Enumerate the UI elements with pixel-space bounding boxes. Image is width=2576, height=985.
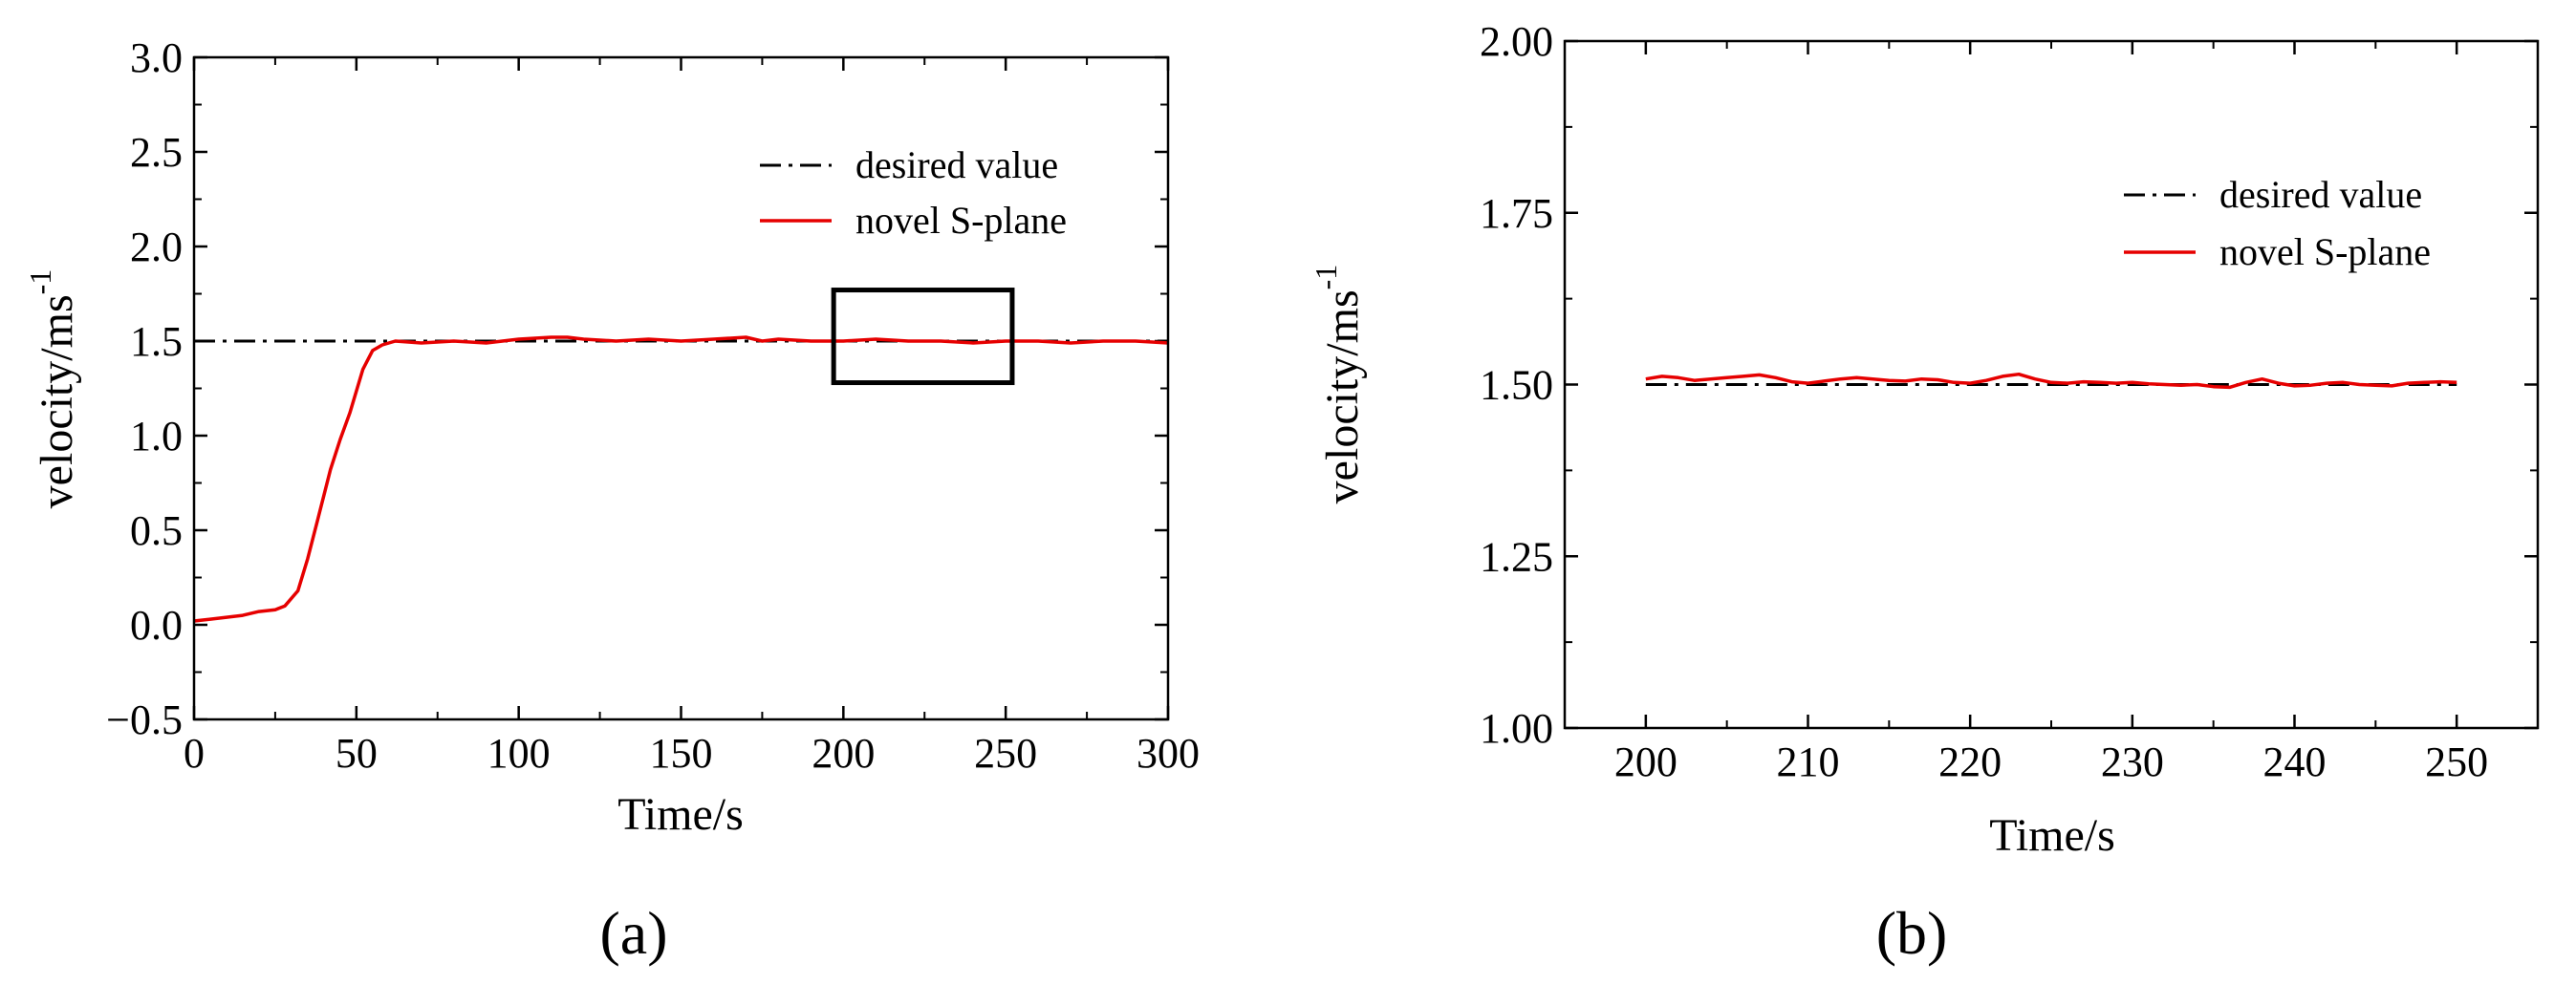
chart-a-x-tick-label: 100 [487, 730, 551, 777]
chart-b-legend: desired value novel S-plane [2124, 173, 2431, 273]
chart-a-y-tick-label: 1.5 [130, 318, 183, 365]
chart-a-x-tick-label: 0 [184, 730, 205, 777]
chart-a-y-tick-label: −0.5 [106, 696, 183, 743]
chart-a-ticks: 0 50 100 150 200 250 300 −0.5 0.0 0.5 1.0 1.5 2.0 2.5… [106, 34, 1200, 777]
chart-panel-a: 0 50 100 150 200 250 300 −0.5 0.0 0.5 1.0 1.5 2.0 2.5… [23, 34, 1200, 967]
chart-a-x-tick-label: 50 [336, 730, 378, 777]
chart-a-legend: desired value novel S-plane [760, 143, 1067, 242]
chart-b-panel-label: (b) [1876, 899, 1948, 967]
chart-b-x-tick-label: 250 [2425, 739, 2488, 785]
chart-b-y-axis-title: velocity/ms-1 [1309, 265, 1368, 504]
chart-a-y-tick-label: 2.5 [130, 129, 183, 176]
chart-a-zoom-box [831, 288, 1015, 386]
chart-b-y-axis-title-superscript: -1 [1309, 265, 1343, 290]
chart-a-y-tick-label: 3.0 [130, 34, 183, 81]
chart-a-x-tick-label: 200 [812, 730, 875, 777]
chart-b-series-novel-s-plane [1645, 372, 2457, 390]
chart-a-y-axis-title-base: velocity/ms [32, 294, 82, 508]
chart-b-y-tick-label: 1.75 [1480, 190, 1553, 237]
chart-a-x-tick-label: 150 [650, 730, 713, 777]
chart-b-y-axis-title-base: velocity/ms [1317, 289, 1368, 503]
chart-a-annotations [831, 288, 1015, 386]
chart-a-y-tick-label: 0.0 [130, 602, 183, 649]
chart-b-plot-frame [1563, 39, 2540, 730]
chart-a-y-axis-title-superscript: -1 [23, 269, 57, 295]
chart-a-lines [193, 335, 1169, 623]
chart-b-x-tick-label: 200 [1614, 739, 1678, 785]
chart-a-panel-label: (a) [599, 899, 667, 967]
chart-a-legend-desired-label: desired value [855, 143, 1058, 186]
chart-b-x-axis-title: Time/s [1989, 810, 2115, 861]
chart-a-y-tick-label: 1.0 [130, 413, 183, 460]
chart-b-x-tick-label: 230 [2101, 739, 2164, 785]
chart-b-x-tick-label: 240 [2263, 739, 2327, 785]
chart-a-legend-novel-label: novel S-plane [855, 199, 1067, 242]
chart-a-plot-frame [192, 55, 1170, 721]
chart-a-y-tick-label: 2.0 [130, 224, 183, 270]
chart-a-x-tick-label: 250 [974, 730, 1037, 777]
chart-panel-b: 200 210 220 230 240 250 1.00 1.25 1.50 1.75 2.00 d… [1309, 18, 2540, 967]
chart-a-y-axis-title: velocity/ms-1 [23, 269, 82, 509]
chart-b-legend-novel-label: novel S-plane [2219, 230, 2431, 273]
chart-b-x-tick-label: 220 [1938, 739, 2002, 785]
chart-b-y-tick-label: 1.50 [1480, 362, 1553, 409]
chart-b-y-tick-label: 2.00 [1480, 18, 1553, 65]
chart-b-y-tick-label: 1.00 [1480, 705, 1553, 752]
chart-a-x-axis-title: Time/s [617, 789, 744, 840]
chart-b-x-tick-label: 210 [1777, 739, 1840, 785]
chart-b-legend-desired-label: desired value [2219, 173, 2422, 216]
chart-b-ticks: 200 210 220 230 240 250 1.00 1.25 1.50 1.75 2.00 [1480, 18, 2538, 785]
chart-a-x-tick-label: 300 [1136, 730, 1200, 777]
chart-b-lines [1645, 372, 2457, 390]
chart-a-series-novel-s-plane [193, 335, 1169, 623]
chart-b-y-tick-label: 1.25 [1480, 533, 1553, 580]
chart-a-y-tick-label: 0.5 [130, 507, 183, 554]
